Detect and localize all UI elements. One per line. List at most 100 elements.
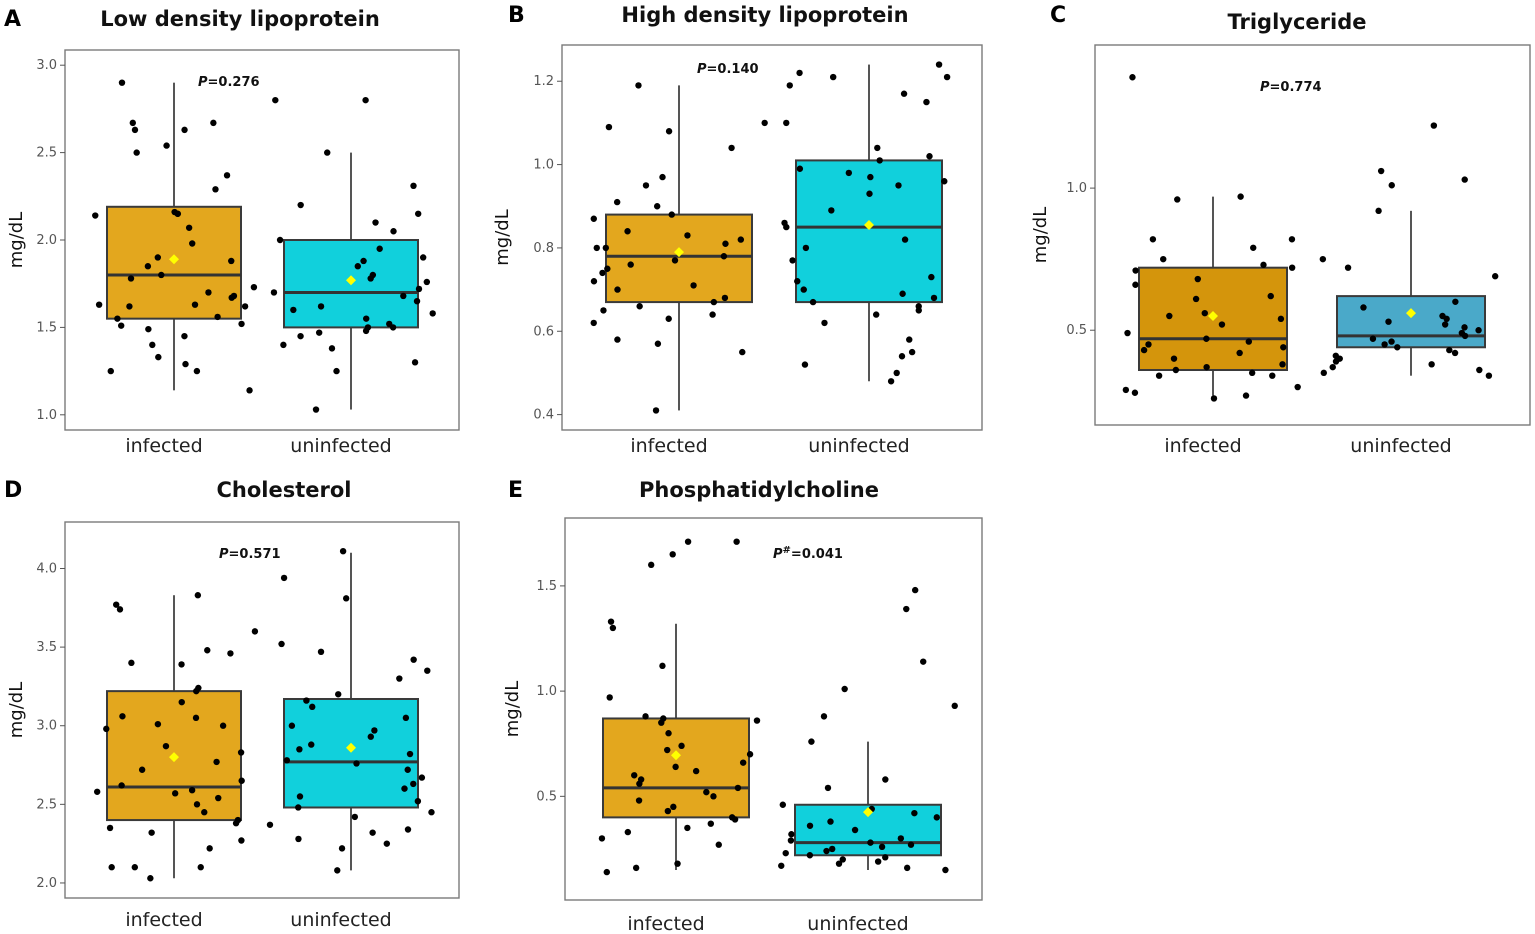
data-point bbox=[1388, 338, 1395, 345]
data-point bbox=[362, 327, 370, 335]
chart-title: High density lipoprotein bbox=[621, 3, 908, 27]
data-point bbox=[801, 361, 809, 368]
data-point bbox=[1375, 207, 1382, 215]
box-infected: infected bbox=[590, 82, 768, 457]
data-point bbox=[664, 746, 671, 754]
data-point bbox=[411, 359, 419, 366]
data-point bbox=[872, 311, 880, 318]
data-point bbox=[1218, 321, 1226, 328]
data-point bbox=[145, 325, 152, 333]
data-point bbox=[148, 829, 155, 836]
data-point bbox=[1210, 395, 1218, 402]
p-value-label: P=0.276 bbox=[198, 75, 260, 90]
mean-marker bbox=[863, 807, 873, 818]
chart-title: Phosphatidylcholine bbox=[639, 478, 879, 502]
data-point bbox=[593, 244, 600, 252]
data-point bbox=[390, 228, 397, 235]
chart-title: Low density lipoprotein bbox=[100, 7, 380, 31]
data-point bbox=[603, 868, 611, 876]
data-point bbox=[174, 210, 181, 217]
data-point bbox=[1461, 176, 1468, 183]
mean-marker bbox=[346, 275, 356, 286]
data-point bbox=[212, 186, 219, 193]
data-point bbox=[664, 807, 672, 815]
data-point bbox=[739, 759, 747, 766]
data-point bbox=[1279, 361, 1286, 368]
data-point bbox=[297, 201, 304, 209]
data-point bbox=[193, 687, 200, 695]
data-point bbox=[1242, 392, 1250, 399]
data-point bbox=[665, 315, 672, 322]
data-point bbox=[296, 746, 303, 753]
data-point bbox=[338, 845, 346, 852]
y-tick-label: 2.5 bbox=[36, 797, 57, 812]
data-point bbox=[878, 843, 886, 851]
data-point bbox=[710, 298, 718, 306]
mean-marker bbox=[346, 742, 356, 753]
data-point bbox=[131, 864, 139, 871]
data-point bbox=[232, 820, 240, 827]
data-point bbox=[138, 766, 146, 773]
data-point bbox=[108, 864, 115, 871]
data-point bbox=[1245, 338, 1253, 345]
y-tick-label: 1.0 bbox=[1066, 181, 1087, 196]
x-category-label: uninfected bbox=[807, 913, 908, 934]
data-point bbox=[192, 714, 200, 722]
data-point bbox=[951, 702, 958, 710]
data-point bbox=[733, 538, 740, 545]
data-point bbox=[280, 574, 288, 582]
box-infected: infected bbox=[93, 592, 259, 931]
x-category-label: uninfected bbox=[290, 909, 391, 931]
data-point bbox=[312, 406, 320, 413]
data-point bbox=[778, 862, 785, 869]
data-point bbox=[609, 624, 617, 632]
data-point bbox=[882, 776, 889, 783]
data-point bbox=[419, 254, 427, 261]
data-point bbox=[193, 367, 201, 375]
data-point bbox=[154, 720, 162, 728]
data-point bbox=[809, 298, 817, 306]
data-point bbox=[903, 605, 910, 613]
data-point bbox=[154, 254, 162, 261]
data-point bbox=[117, 322, 125, 329]
p-value-label: P=0.774 bbox=[1260, 80, 1322, 95]
data-point bbox=[295, 835, 302, 843]
y-tick-label: 2.0 bbox=[36, 876, 57, 891]
data-point bbox=[193, 801, 201, 808]
data-point bbox=[429, 310, 436, 317]
data-point bbox=[210, 119, 217, 127]
y-tick-label: 1.0 bbox=[533, 158, 554, 173]
data-point bbox=[721, 294, 729, 302]
data-point bbox=[383, 840, 391, 847]
data-point bbox=[223, 172, 231, 179]
data-point bbox=[1451, 349, 1459, 357]
data-point bbox=[1140, 346, 1148, 354]
data-point bbox=[428, 809, 435, 816]
data-point bbox=[188, 786, 196, 794]
data-point bbox=[1329, 363, 1336, 371]
box-uninfected: uninfected bbox=[778, 586, 958, 934]
x-category-label: infected bbox=[627, 913, 704, 934]
data-point bbox=[1332, 358, 1340, 365]
data-point bbox=[1344, 264, 1352, 271]
data-point bbox=[155, 353, 162, 361]
data-point bbox=[342, 595, 350, 602]
data-point bbox=[1428, 361, 1435, 368]
data-point bbox=[270, 289, 278, 296]
data-point bbox=[874, 858, 882, 865]
data-point bbox=[829, 73, 837, 81]
data-point bbox=[424, 667, 431, 674]
data-point bbox=[158, 271, 165, 279]
data-point bbox=[668, 211, 675, 218]
data-point bbox=[882, 854, 889, 861]
panel-a: A Low density lipoprotein 1.0 1.5 2.0 2.5 3.0 m… bbox=[4, 7, 460, 457]
data-point bbox=[653, 203, 661, 210]
data-point bbox=[360, 257, 367, 265]
data-point bbox=[915, 307, 922, 314]
data-point bbox=[296, 793, 304, 800]
box-infected: infected bbox=[598, 538, 761, 934]
y-axis-title: mg/dL bbox=[6, 212, 27, 268]
data-point bbox=[605, 123, 613, 131]
data-point bbox=[614, 286, 621, 293]
